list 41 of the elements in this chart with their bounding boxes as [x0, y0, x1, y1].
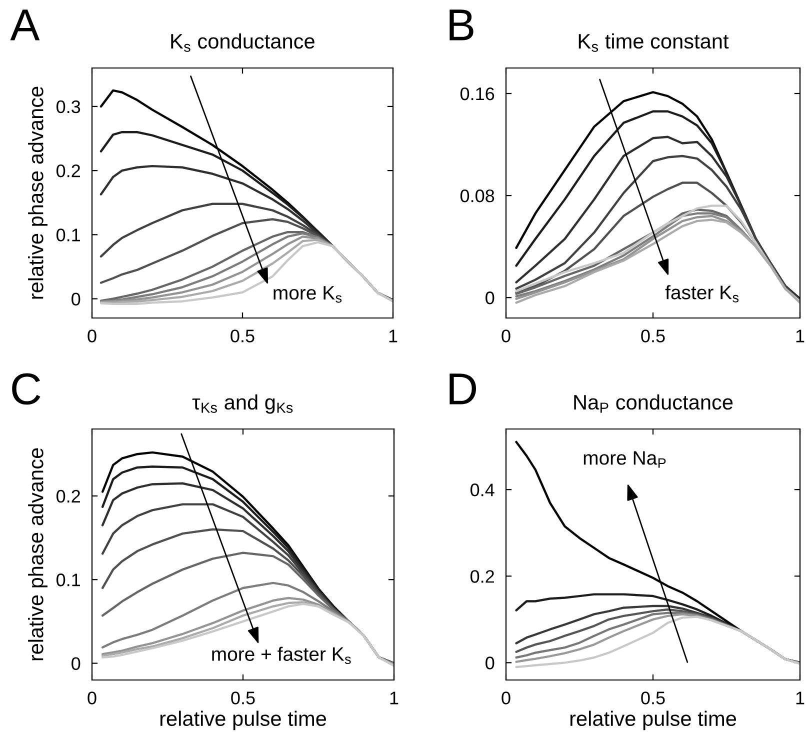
x-axis-title: relative pulse time — [570, 710, 736, 730]
text: A — [10, 10, 40, 40]
x-tick-label: 1 — [796, 692, 804, 704]
chart-title: K$_{s}$ time constant — [578, 33, 729, 52]
x-tick-label: 1 — [796, 330, 804, 342]
x-tick-label: 0 — [88, 330, 96, 342]
y-tick-label: 0.2 — [56, 490, 80, 503]
y-tick-label: 0 — [486, 656, 494, 670]
x-tick-label: 1 — [390, 692, 398, 704]
y-tick-label: 0.16 — [460, 87, 494, 100]
chart-title: τ$_{Ks}$ and g$_{Ks}$ — [192, 394, 293, 414]
y-tick-label: 0.2 — [470, 570, 494, 583]
annotation: more K$_{s}$ — [274, 286, 342, 303]
y-axis-title: relative phase advance — [28, 448, 48, 660]
y-tick-label: 0.3 — [56, 100, 80, 114]
x-tick-label: 0 — [88, 692, 96, 704]
chart-title: K$_{s}$ conductance — [171, 33, 314, 52]
x-axis-title: relative pulse time — [160, 710, 326, 730]
y-tick-label: 0 — [72, 657, 80, 670]
y-axis-title: relative phase advance — [28, 86, 48, 299]
annotation: more + faster K$_{s}$ — [212, 646, 351, 664]
y-tick-label: 0 — [486, 292, 494, 304]
text: D — [450, 374, 476, 404]
text: C — [12, 373, 40, 405]
x-tick-label: 1 — [389, 330, 398, 342]
x-tick-label: 0 — [502, 330, 510, 342]
x-tick-label: 0.5 — [231, 692, 255, 704]
y-tick-label: 0.1 — [56, 228, 80, 242]
x-tick-label: 0.5 — [230, 330, 254, 342]
y-tick-label: 0.08 — [460, 189, 494, 202]
annotation: faster K$_{s}$ — [665, 285, 739, 302]
y-tick-label: 0 — [72, 292, 80, 306]
y-tick-label: 0.1 — [56, 574, 80, 586]
text: B — [450, 10, 474, 40]
chart-title: Na$_{P}$ conductance — [574, 394, 733, 413]
annotation: more Na$_{P}$ — [584, 451, 666, 468]
x-tick-label: 0.5 — [641, 692, 665, 704]
x-tick-label: 0 — [502, 692, 510, 704]
x-tick-label: 0.5 — [641, 330, 665, 342]
y-tick-label: 0.2 — [56, 164, 80, 178]
y-tick-label: 0.4 — [470, 484, 494, 496]
